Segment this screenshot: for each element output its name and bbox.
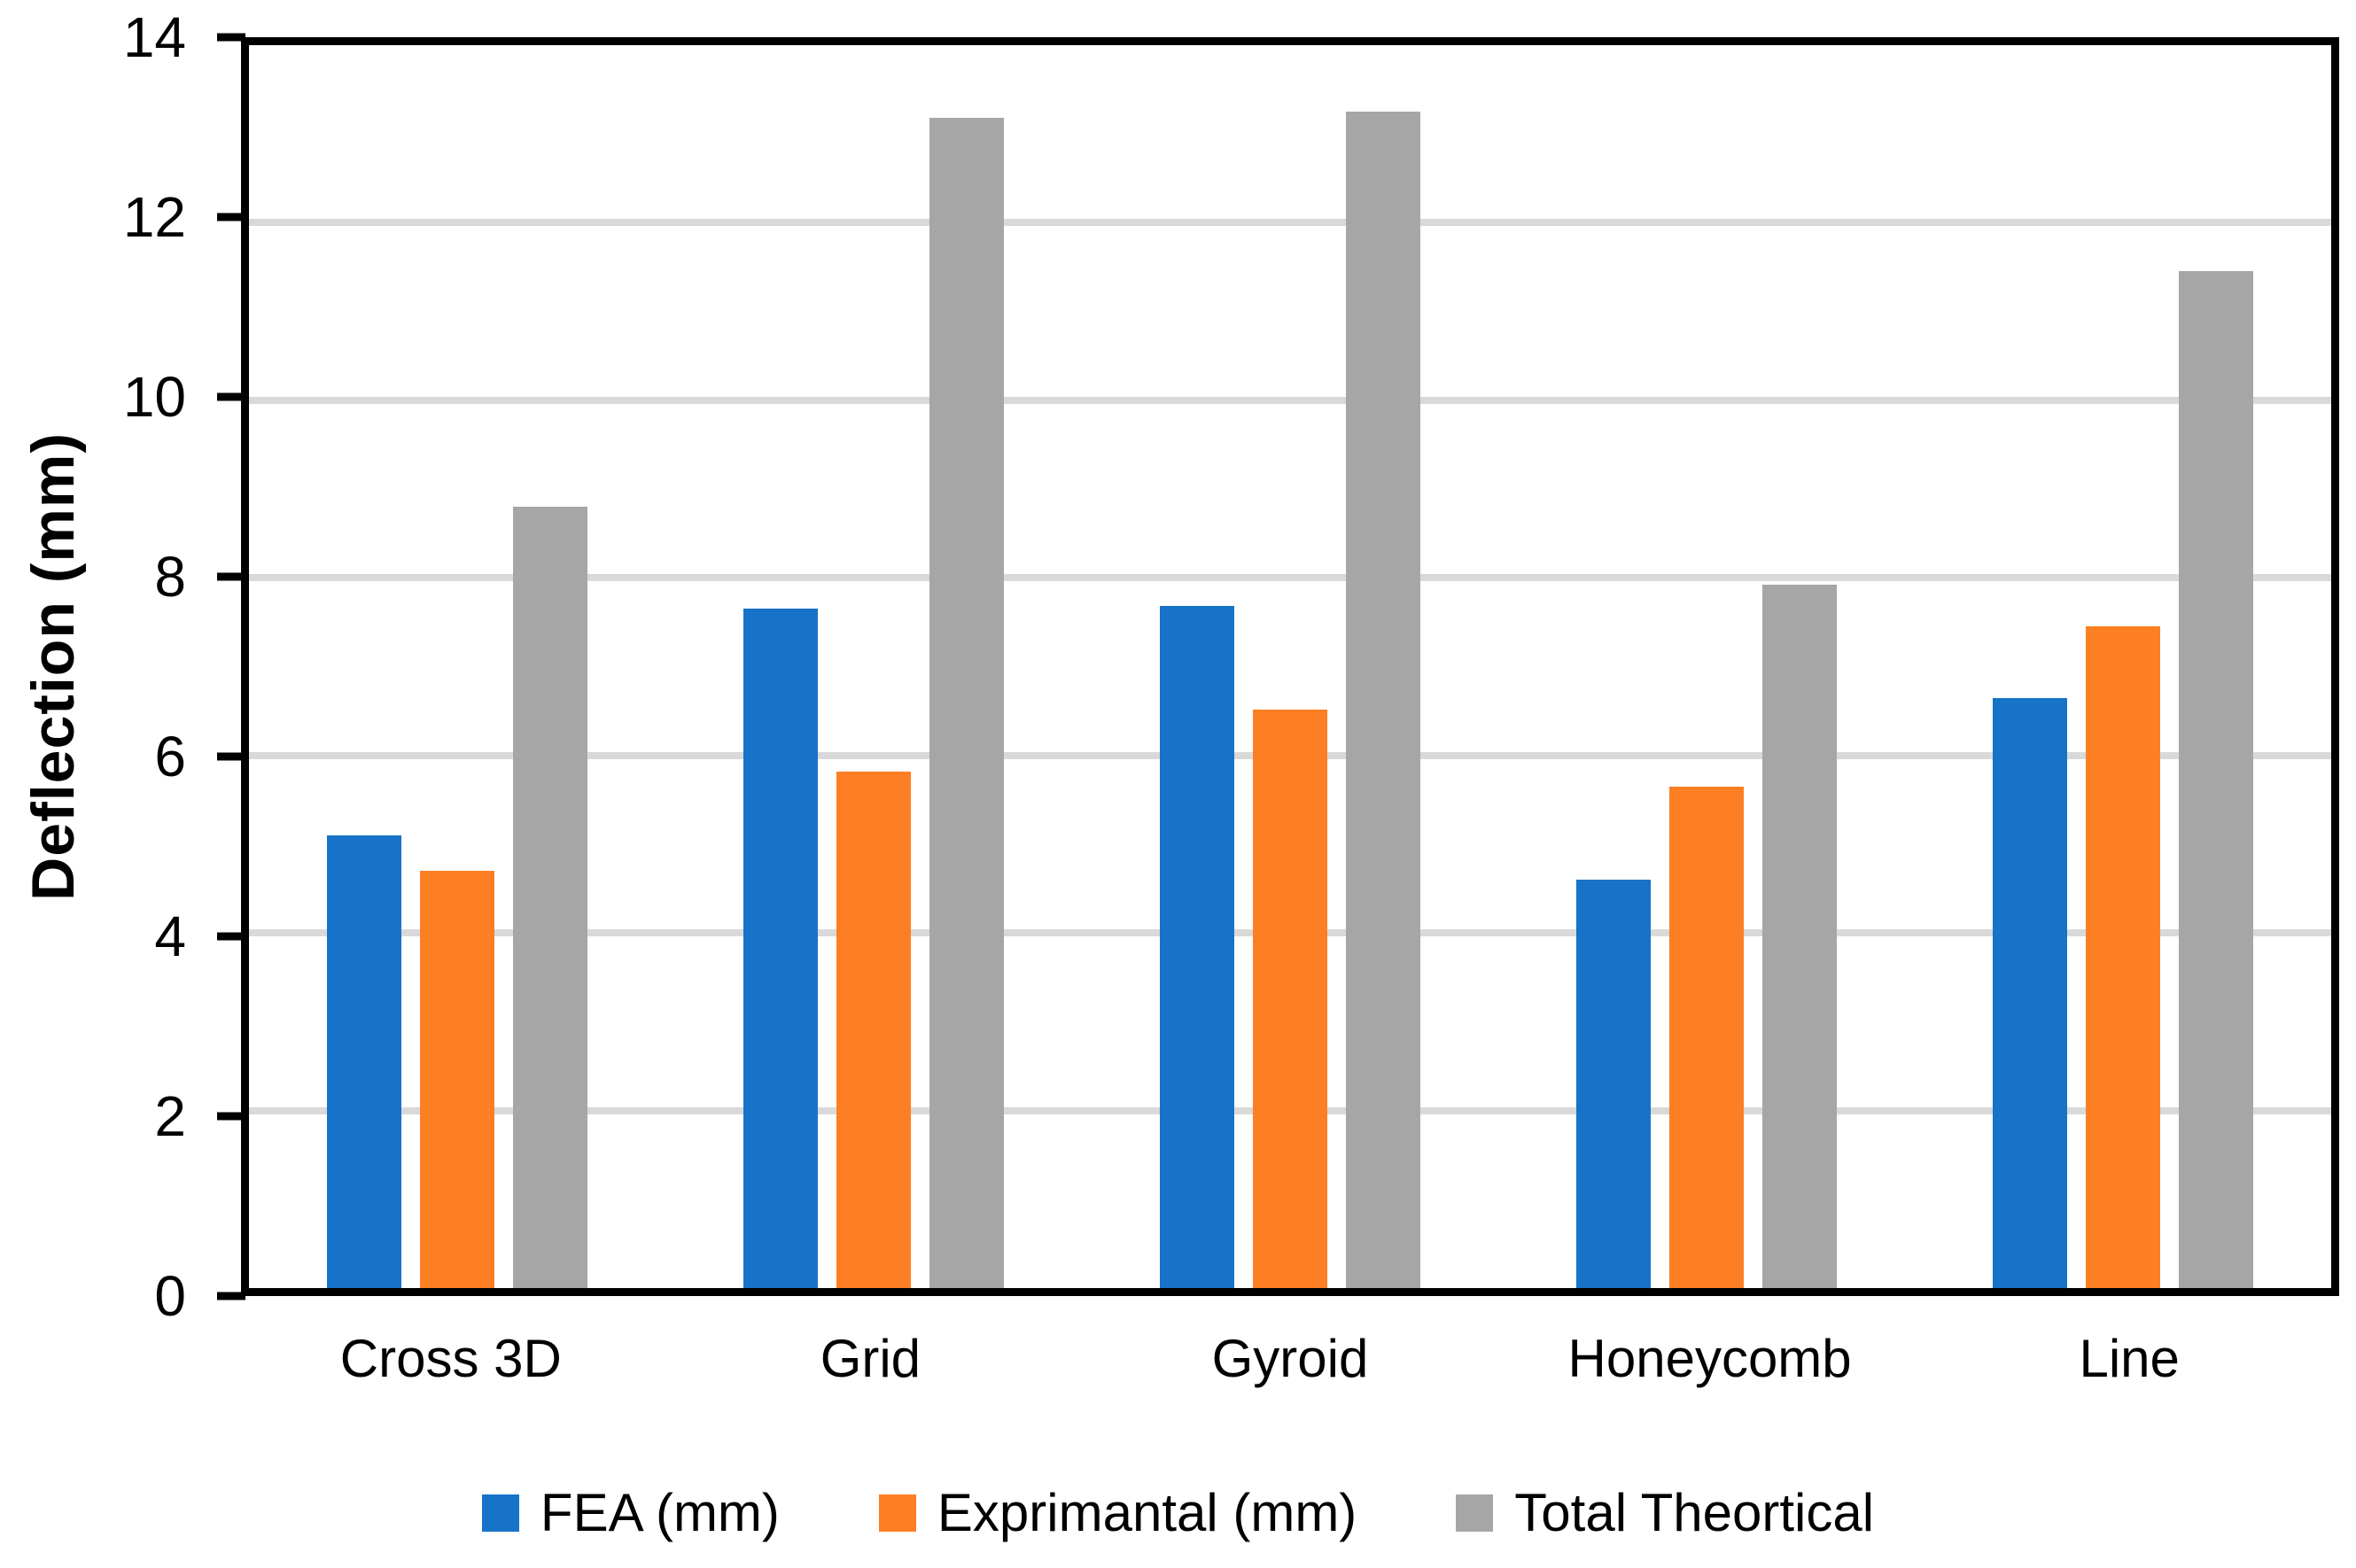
- legend-entry-total-theortical: Total Theortical: [1456, 1486, 1874, 1540]
- y-tick-mark-12: [217, 213, 245, 221]
- bar-exprimantal-mm--grid: [836, 771, 911, 1288]
- bar-group-line: [1915, 45, 2331, 1288]
- bar-group-honeycomb: [1498, 45, 1915, 1288]
- bar-total-theortical-honeycomb: [1762, 585, 1837, 1288]
- legend-swatch-icon: [878, 1494, 916, 1532]
- x-axis-labels: Cross 3D Grid Gyroid Honeycomb Line: [241, 1327, 2339, 1391]
- bar-exprimantal-mm--honeycomb: [1669, 786, 1744, 1288]
- bar-exprimantal-mm--line: [2086, 626, 2160, 1288]
- x-axis-label-gyroid: Gyroid: [1211, 1329, 1369, 1388]
- y-tick-label-12: 12: [122, 185, 186, 249]
- x-axis-label-grid: Grid: [820, 1329, 921, 1388]
- bar-fea-mm--grid: [743, 609, 818, 1288]
- bar-total-theortical-cross-3d: [513, 507, 587, 1288]
- x-axis-label-honeycomb: Honeycomb: [1567, 1329, 1852, 1388]
- y-tick-label-2: 2: [154, 1084, 186, 1148]
- bar-fea-mm--honeycomb: [1576, 880, 1651, 1288]
- x-axis-label-cross-3d: Cross 3D: [339, 1329, 562, 1388]
- legend-swatch-icon: [481, 1494, 519, 1532]
- legend-swatch-icon: [1456, 1494, 1494, 1532]
- y-tick-mark-4: [217, 932, 245, 941]
- legend: FEA (mm) Exprimantal (mm) Total Theortical: [0, 1486, 2356, 1540]
- bar-fea-mm--gyroid: [1160, 606, 1234, 1288]
- gridline-8: [249, 574, 2331, 582]
- bar-fea-mm--cross-3d: [327, 834, 401, 1288]
- gridline-10: [249, 396, 2331, 404]
- plot-area: [241, 37, 2339, 1296]
- bar-groups: [249, 45, 2331, 1288]
- legend-label: FEA (mm): [540, 1483, 780, 1542]
- y-tick-mark-10: [217, 392, 245, 401]
- bar-group-grid: [665, 45, 1082, 1288]
- bar-group-gyroid: [1082, 45, 1498, 1288]
- y-tick-mark-0: [217, 1292, 245, 1300]
- y-tick-label-6: 6: [154, 725, 186, 788]
- bar-group-cross-3d: [249, 45, 665, 1288]
- y-tick-label-4: 4: [154, 904, 186, 968]
- legend-entry-exprimantal-mm-: Exprimantal (mm): [878, 1483, 1357, 1542]
- y-tick-label-0: 0: [154, 1264, 186, 1328]
- legend-entry-fea-mm-: FEA (mm): [481, 1483, 780, 1542]
- legend-label: Total Theortical: [1514, 1483, 1875, 1542]
- bar-total-theortical-line: [2179, 270, 2253, 1288]
- y-tick-mark-8: [217, 572, 245, 581]
- bar-total-theortical-grid: [929, 118, 1004, 1288]
- bar-total-theortical-gyroid: [1346, 112, 1420, 1288]
- bar-fea-mm--line: [1993, 697, 2067, 1288]
- y-axis-ticks: 0 2 4 6 8 10 12 14: [0, 9, 245, 1324]
- y-tick-label-10: 10: [122, 365, 186, 429]
- y-tick-mark-6: [217, 752, 245, 761]
- gridline-12: [249, 219, 2331, 227]
- legend-label: Exprimantal (mm): [937, 1483, 1357, 1542]
- y-tick-mark-2: [217, 1112, 245, 1121]
- y-tick-label-8: 8: [154, 545, 186, 609]
- bar-exprimantal-mm--cross-3d: [420, 871, 494, 1288]
- x-axis-label-line: Line: [2079, 1329, 2180, 1388]
- bar-exprimantal-mm--gyroid: [1253, 709, 1327, 1288]
- y-tick-mark-14: [217, 33, 245, 42]
- y-tick-label-14: 14: [122, 5, 186, 69]
